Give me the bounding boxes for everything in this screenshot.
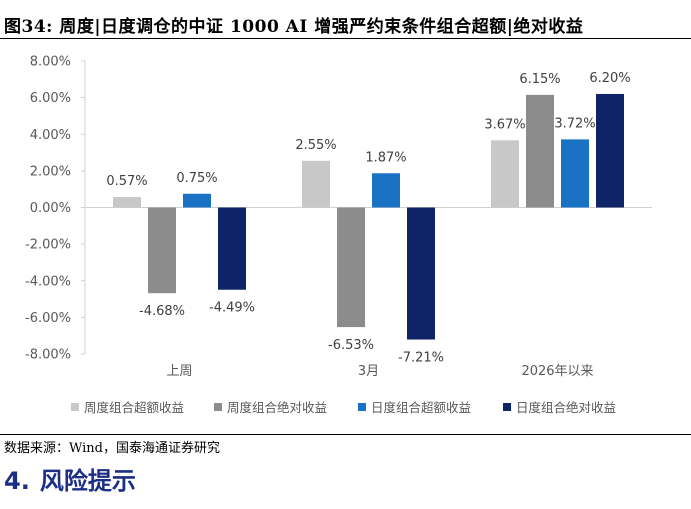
y-tick-label: -2.00% xyxy=(25,238,71,253)
bar xyxy=(526,94,554,208)
legend-label: 日度组合绝对收益 xyxy=(516,400,616,415)
y-tick-label: 8.00% xyxy=(30,55,71,70)
bar xyxy=(218,207,246,290)
y-axis: 8.00% 6.00% 4.00% 2.00% 0.00% -2.00% -4.00% -6.… xyxy=(25,55,652,363)
value-labels: 0.57% -4.68% 0.75% -4.49% 2.55% -6.53% 1.87% -7… xyxy=(106,71,630,366)
bar xyxy=(596,93,624,208)
bar xyxy=(183,193,211,208)
bar xyxy=(113,197,141,208)
data-label: 0.57% xyxy=(106,174,147,189)
data-label: -6.53% xyxy=(328,338,374,353)
y-tick-label: -6.00% xyxy=(25,311,71,326)
data-label: 0.75% xyxy=(176,171,217,186)
section-number: 4. xyxy=(4,467,30,495)
title-divider xyxy=(0,38,691,39)
legend-label: 周度组合超额收益 xyxy=(84,400,184,415)
figure-title: 图34: 周度|日度调仓的中证 1000 AI 增强严约束条件组合超额|绝对收益 xyxy=(4,17,584,37)
data-source: 数据来源：Wind，国泰海通证券研究 xyxy=(4,441,220,456)
y-tick-label: 0.00% xyxy=(30,201,71,216)
bar-chart: 8.00% 6.00% 4.00% 2.00% 0.00% -2.00% -4.00% -6.… xyxy=(25,55,652,415)
y-tick-label: 6.00% xyxy=(30,91,71,106)
bars xyxy=(113,93,624,340)
y-tick-label: -4.00% xyxy=(25,274,71,289)
data-label: 3.67% xyxy=(484,117,525,132)
data-label: 3.72% xyxy=(554,116,595,131)
x-tick-label: 2026年以来 xyxy=(521,364,593,379)
legend-label: 周度组合绝对收益 xyxy=(227,400,327,415)
legend-swatch xyxy=(71,403,79,411)
y-tick-label: -8.00% xyxy=(25,348,71,363)
data-label: 2.55% xyxy=(295,138,336,153)
section-title: 风险提示 xyxy=(39,467,136,495)
legend: 周度组合超额收益 周度组合绝对收益 日度组合超额收益 日度组合绝对收益 xyxy=(71,400,616,415)
bar xyxy=(561,139,589,208)
data-label: -7.21% xyxy=(398,351,444,366)
bar xyxy=(491,140,519,208)
x-tick-label: 上周 xyxy=(166,364,192,379)
data-label: 6.20% xyxy=(589,71,630,86)
x-tick-label: 3月 xyxy=(358,364,379,379)
data-label: 1.87% xyxy=(365,150,406,165)
legend-swatch xyxy=(214,403,222,411)
bar xyxy=(148,207,176,294)
legend-label: 日度组合超额收益 xyxy=(371,400,471,415)
legend-swatch xyxy=(358,403,366,411)
bar xyxy=(407,207,435,340)
section-heading: 4. 风险提示 xyxy=(4,461,136,496)
bar xyxy=(302,160,330,208)
legend-swatch xyxy=(503,403,511,411)
bar xyxy=(337,207,365,328)
y-tick-label: 4.00% xyxy=(30,128,71,143)
top-text-fragment xyxy=(0,0,691,3)
source-divider xyxy=(0,434,691,435)
x-axis-labels: 上周 3月 2026年以来 xyxy=(166,364,593,379)
bar xyxy=(372,173,400,208)
y-tick-label: 2.00% xyxy=(30,164,71,179)
data-label: 6.15% xyxy=(519,72,560,87)
data-label: -4.68% xyxy=(139,304,185,319)
data-label: -4.49% xyxy=(209,301,255,316)
